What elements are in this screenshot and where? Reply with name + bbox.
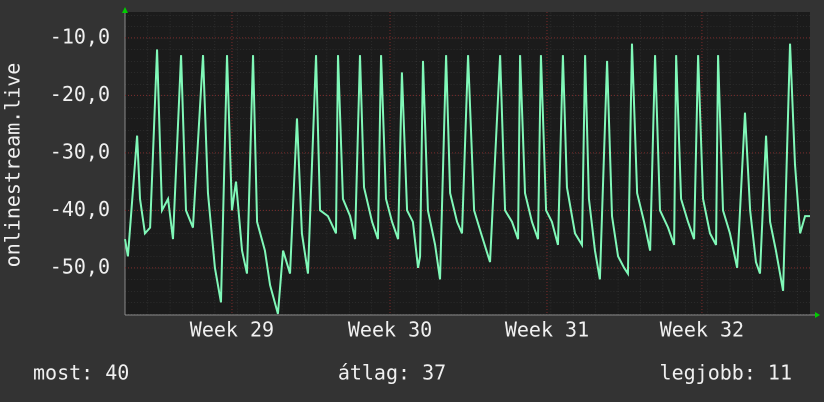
y-tick-label: -30,0 xyxy=(50,139,110,163)
footer-best: legjobb: 11 xyxy=(660,361,792,385)
x-tick-label: Week 31 xyxy=(505,318,589,342)
footer-current: most: 40 xyxy=(33,361,129,385)
y-tick-label: -50,0 xyxy=(50,254,110,278)
y-axis-label: onlinestream.live xyxy=(1,63,25,268)
x-tick-label: Week 29 xyxy=(190,318,274,342)
y-arrow xyxy=(122,7,128,13)
x-tick-label: Week 30 xyxy=(348,318,432,342)
footer-average: átlag: 37 xyxy=(338,361,446,385)
y-tick-label: -40,0 xyxy=(50,197,110,221)
x-tick-label: Week 32 xyxy=(660,318,744,342)
y-tick-label: -20,0 xyxy=(50,82,110,106)
y-tick-label: -10,0 xyxy=(50,24,110,48)
x-arrow xyxy=(815,312,820,318)
series-line xyxy=(124,43,810,315)
